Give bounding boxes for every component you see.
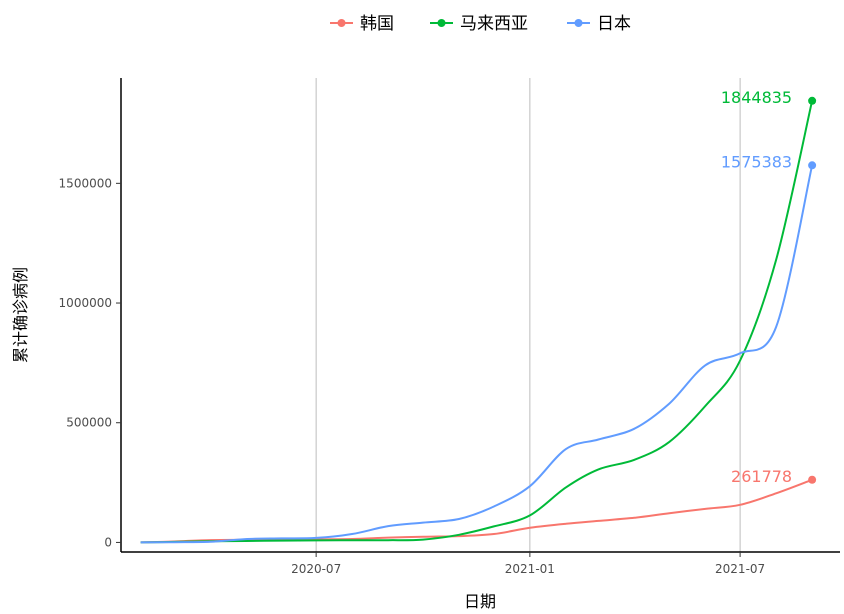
y-tick-label: 1000000: [59, 296, 112, 310]
x-axis-title: 日期: [464, 592, 496, 611]
y-axis-ticks: 0 500000 1000000 1500000: [59, 176, 121, 549]
y-axis-title: 累计确诊病例: [11, 267, 30, 363]
y-tick-label: 1500000: [59, 176, 112, 190]
legend-key-point-malaysia: [437, 19, 446, 27]
series-end-label-japan: 1575383: [721, 152, 792, 171]
legend: 韩国 马来西亚 日本: [330, 14, 631, 34]
legend-key-point-japan: [574, 19, 583, 27]
y-tick-label: 500000: [66, 416, 112, 430]
x-tick-label: 2021-01: [505, 562, 555, 576]
legend-label-korea: 韩国: [360, 14, 394, 34]
end-points: 261778 1844835 1575383: [721, 88, 817, 486]
x-tick-label: 2020-07: [291, 562, 341, 576]
y-tick-label: 0: [104, 535, 112, 549]
legend-key-point-korea: [337, 19, 346, 27]
legend-item-korea[interactable]: 韩国: [330, 14, 394, 34]
series-end-point-malaysia: [808, 96, 817, 105]
legend-item-japan[interactable]: 日本: [567, 14, 631, 34]
x-tick-label: 2021-07: [715, 562, 765, 576]
series-end-label-korea: 261778: [731, 467, 792, 486]
legend-label-japan: 日本: [597, 14, 631, 34]
gridlines: [315, 78, 741, 552]
legend-label-malaysia: 马来西亚: [460, 14, 528, 34]
series-layer: [140, 100, 814, 544]
series-line-malaysia: [140, 100, 814, 544]
series-end-label-malaysia: 1844835: [721, 88, 792, 107]
legend-item-malaysia[interactable]: 马来西亚: [430, 14, 528, 34]
x-axis-ticks: 2020-07 2021-01 2021-07: [291, 552, 765, 576]
series-end-point-japan: [808, 161, 817, 170]
series-line-japan: [140, 165, 814, 544]
series-end-point-korea: [808, 475, 817, 484]
